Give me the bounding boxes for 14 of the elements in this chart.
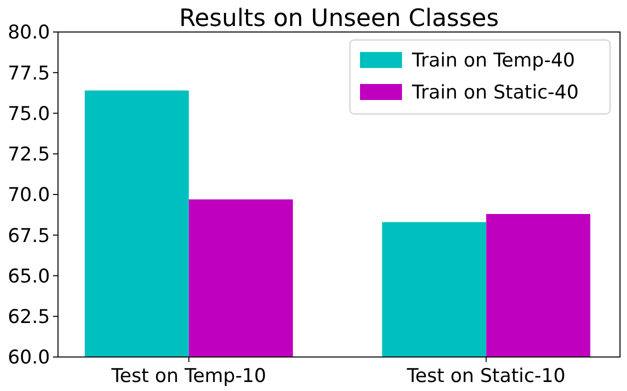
y-tick-label: 65.0 <box>8 265 50 288</box>
y-tick-label: 72.5 <box>8 144 50 166</box>
y-tick-label: 67.5 <box>8 224 50 247</box>
y-tick-label: 70.0 <box>8 184 50 206</box>
y-tick-label: 80.0 <box>8 22 50 44</box>
x-tick-label: Test on Temp-10 <box>110 365 266 387</box>
legend-label: Train on Temp-40 <box>411 50 576 72</box>
y-tick-label: 60.0 <box>8 346 50 369</box>
legend-label: Train on Static-40 <box>411 82 579 104</box>
chart-title: Results on Unseen Classes <box>179 4 499 32</box>
x-tick-label: Test on Static-10 <box>406 365 566 387</box>
y-tick-label: 62.5 <box>8 306 50 328</box>
y-tick-label: 75.0 <box>8 102 50 125</box>
y-tick-label: 77.5 <box>8 62 50 84</box>
